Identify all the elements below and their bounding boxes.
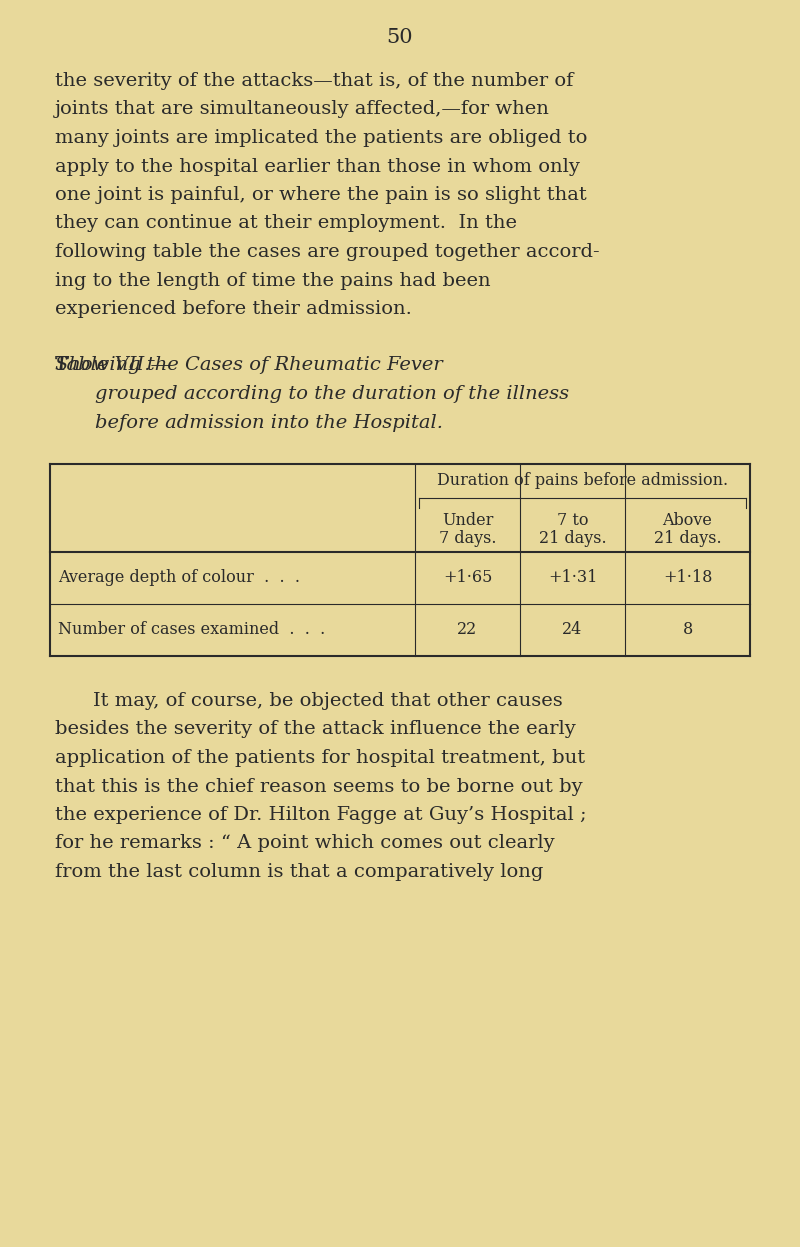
Text: grouped according to the duration of the illness: grouped according to the duration of the… xyxy=(95,385,569,403)
Text: many joints are implicated the patients are obliged to: many joints are implicated the patients … xyxy=(55,128,587,147)
Text: ing to the length of time the pains had been: ing to the length of time the pains had … xyxy=(55,272,490,289)
Text: Under: Under xyxy=(442,513,493,529)
Text: Number of cases examined  .  .  .: Number of cases examined . . . xyxy=(58,621,326,638)
Text: joints that are simultaneously affected,—for when: joints that are simultaneously affected,… xyxy=(55,101,550,118)
Text: +1·31: +1·31 xyxy=(548,570,597,586)
Text: Above: Above xyxy=(662,513,713,529)
Text: Average depth of colour  .  .  .: Average depth of colour . . . xyxy=(58,570,300,586)
Text: Showing the Cases of Rheumatic Fever: Showing the Cases of Rheumatic Fever xyxy=(55,357,442,374)
Text: T: T xyxy=(55,357,68,374)
Text: Duration of pains before admission.: Duration of pains before admission. xyxy=(437,473,728,489)
Text: experienced before their admission.: experienced before their admission. xyxy=(55,301,412,318)
Text: one joint is painful, or where the pain is so slight that: one joint is painful, or where the pain … xyxy=(55,186,586,205)
Text: 8: 8 xyxy=(682,621,693,638)
Text: 22: 22 xyxy=(458,621,478,638)
Text: 7 days.: 7 days. xyxy=(438,530,496,547)
Text: +1·18: +1·18 xyxy=(663,570,712,586)
Text: application of the patients for hospital treatment, but: application of the patients for hospital… xyxy=(55,749,585,767)
Text: +1·65: +1·65 xyxy=(443,570,492,586)
Text: It may, of course, be objected that other causes: It may, of course, be objected that othe… xyxy=(93,692,562,710)
Text: before admission into the Hospital.: before admission into the Hospital. xyxy=(95,414,443,431)
Text: 21 days.: 21 days. xyxy=(538,530,606,547)
Text: for he remarks : “ A point which comes out clearly: for he remarks : “ A point which comes o… xyxy=(55,834,554,853)
Text: the experience of Dr. Hilton Fagge at Guy’s Hospital ;: the experience of Dr. Hilton Fagge at Gu… xyxy=(55,806,586,824)
Text: the severity of the attacks—that is, of the number of: the severity of the attacks—that is, of … xyxy=(55,72,574,90)
Text: 7 to: 7 to xyxy=(557,513,588,529)
Text: they can continue at their employment.  In the: they can continue at their employment. I… xyxy=(55,214,517,232)
Text: apply to the hospital earlier than those in whom only: apply to the hospital earlier than those… xyxy=(55,157,580,176)
Text: 21 days.: 21 days. xyxy=(654,530,722,547)
Text: from the last column is that a comparatively long: from the last column is that a comparati… xyxy=(55,863,543,880)
Text: that this is the chief reason seems to be borne out by: that this is the chief reason seems to b… xyxy=(55,777,582,796)
Text: 50: 50 xyxy=(386,27,414,47)
Text: besides the severity of the attack influence the early: besides the severity of the attack influ… xyxy=(55,721,576,738)
Text: Table VII.—: Table VII.— xyxy=(55,357,170,374)
Text: following table the cases are grouped together accord-: following table the cases are grouped to… xyxy=(55,243,600,261)
Text: 24: 24 xyxy=(562,621,582,638)
